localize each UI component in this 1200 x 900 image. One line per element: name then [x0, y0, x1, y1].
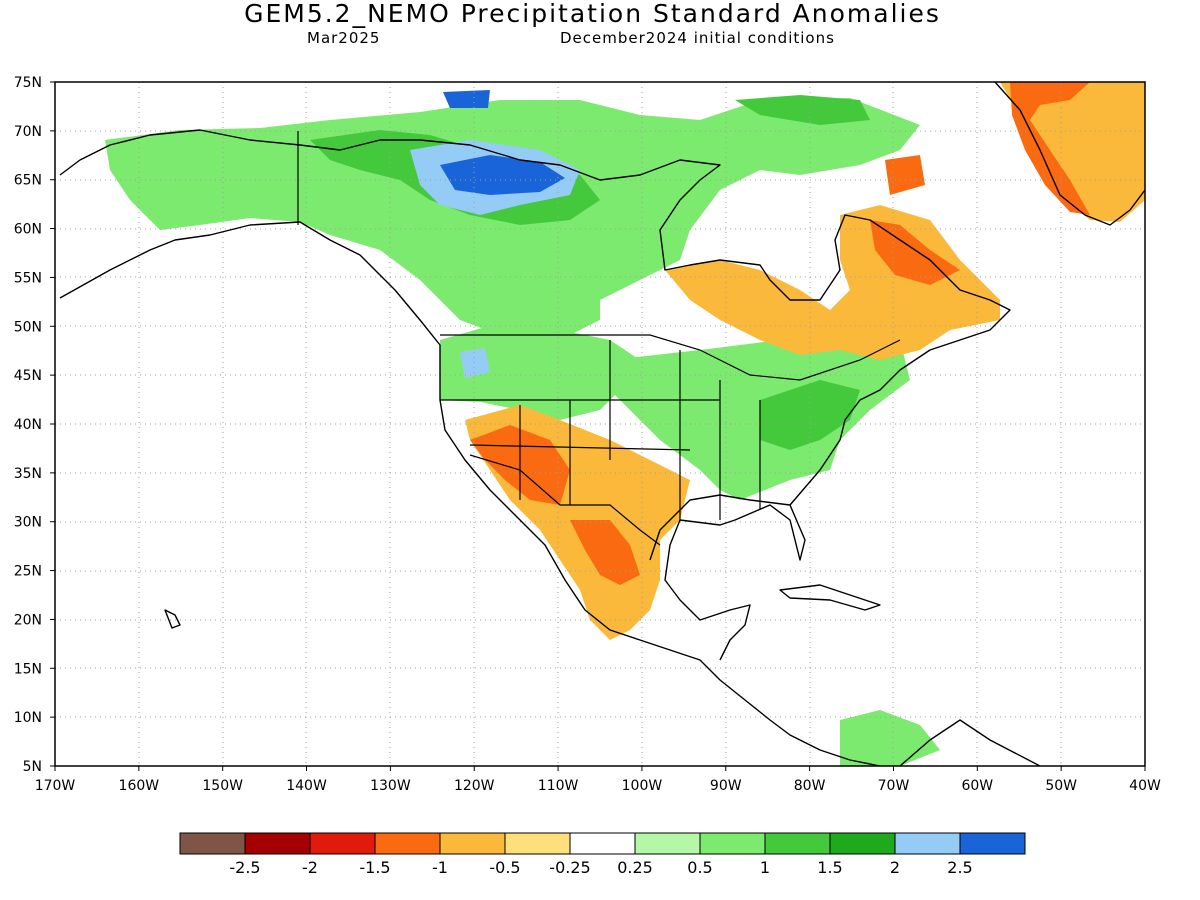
colorbar-swatch: [764, 832, 831, 855]
lon-label: 90W: [710, 778, 742, 794]
dry-anomaly-labrador: [870, 220, 960, 285]
lat-label: 60N: [14, 222, 42, 238]
dry-anomaly-greenland: [1000, 82, 1145, 222]
colorbar-swatch: [439, 832, 506, 855]
lat-label: 55N: [14, 270, 42, 286]
colorbar-label: -0.5: [489, 858, 520, 877]
lat-label: 10N: [14, 710, 42, 726]
gridlines: [55, 82, 1145, 766]
colorbar-label: 0.25: [617, 858, 653, 877]
colorbar-swatch: [699, 832, 766, 855]
us-state-lines: [440, 340, 761, 520]
wet-anomaly-arctic-island: [443, 90, 490, 108]
lat-label: 70N: [14, 124, 42, 140]
lon-label: 130W: [370, 778, 411, 794]
wet-anomaly-northwest-core: [460, 348, 490, 378]
lon-label: 100W: [622, 778, 663, 794]
dry-anomaly-greenland-strong: [1010, 82, 1090, 215]
us-mexico-border: [469, 454, 661, 546]
map-area: [55, 82, 1145, 766]
colorbar-swatch: [504, 832, 571, 855]
colorbar-label: -2: [302, 858, 318, 877]
wet-anomaly-greenland-west: [735, 95, 870, 125]
lat-label: 20N: [14, 612, 42, 628]
us-canada-border: [440, 334, 901, 381]
dry-anomaly-baffin: [885, 155, 925, 195]
dry-anomaly-mexico-strong: [570, 520, 640, 585]
lon-label: 120W: [454, 778, 495, 794]
valid-month: Mar2025: [307, 29, 381, 47]
wet-anomaly-hudson-core: [440, 155, 565, 195]
colorbar-swatch: [829, 832, 896, 855]
coastlines: [59, 82, 1145, 766]
colorbar-label: 2: [890, 858, 900, 877]
greenland-coastline: [994, 82, 1145, 226]
colorbar-swatch: [179, 832, 246, 855]
lon-label: 40W: [1129, 778, 1161, 794]
lat-label: 50N: [14, 319, 42, 335]
colorbar-swatch: [894, 832, 961, 855]
lat-label: 35N: [14, 466, 42, 482]
lon-label: 80W: [794, 778, 826, 794]
lon-label: 150W: [202, 778, 243, 794]
colorbar-swatch: [959, 832, 1026, 855]
colorbar-label: 2.5: [947, 858, 972, 877]
north-america-coastline: [59, 129, 1041, 766]
lon-label: 60W: [961, 778, 993, 794]
lon-label: 170W: [35, 778, 76, 794]
lat-label: 30N: [14, 515, 42, 531]
lat-label: 5N: [23, 759, 42, 775]
wet-anomaly-caribbean: [840, 710, 940, 766]
lon-label: 140W: [286, 778, 327, 794]
colorbar: -2.5 -2 -1.5 -1 -0.5 -0.25 0.25 0.5 1 1.5 2 2.5: [179, 832, 1026, 877]
lat-label: 15N: [14, 661, 42, 677]
colorbar-swatch: [569, 832, 636, 855]
colorbar-label: -1: [432, 858, 448, 877]
colorbar-swatch: [309, 832, 376, 855]
lat-label: 75N: [14, 75, 42, 91]
initial-conditions: December2024 initial conditions: [560, 29, 835, 47]
lon-label: 50W: [1045, 778, 1077, 794]
lon-label: 160W: [119, 778, 160, 794]
lat-label: 45N: [14, 368, 42, 384]
latitude-axis: 75N 70N 65N 60N 55N 50N 45N 40N 35N 30N 25N 20N 15N 1…: [14, 75, 55, 775]
lon-label: 110W: [538, 778, 579, 794]
colorbar-label: -0.25: [549, 858, 590, 877]
lat-label: 25N: [14, 564, 42, 580]
map-title: GEM5.2_NEMO Precipitation Standard Anoma…: [244, 0, 941, 28]
colorbar-swatch: [634, 832, 701, 855]
colorbar-swatch: [244, 832, 311, 855]
lat-label: 40N: [14, 417, 42, 433]
longitude-axis: 170W 160W 150W 140W 130W 120W 110W 100W 90W 80W 70…: [35, 766, 1161, 794]
lon-label: 70W: [878, 778, 910, 794]
wet-anomaly-northwest: [440, 320, 640, 420]
colorbar-label: -2.5: [229, 858, 260, 877]
colorbar-label: 1: [760, 858, 770, 877]
political-borders: [297, 131, 901, 546]
colorbar-label: 1.5: [817, 858, 842, 877]
colorbar-label: -1.5: [359, 858, 390, 877]
hawaii-coastline: [164, 609, 181, 629]
cuba-coastline: [779, 584, 881, 611]
wet-anomaly-east-strong: [760, 380, 860, 450]
lat-label: 65N: [14, 173, 42, 189]
colorbar-label: 0.5: [687, 858, 712, 877]
colorbar-swatch: [374, 832, 441, 855]
